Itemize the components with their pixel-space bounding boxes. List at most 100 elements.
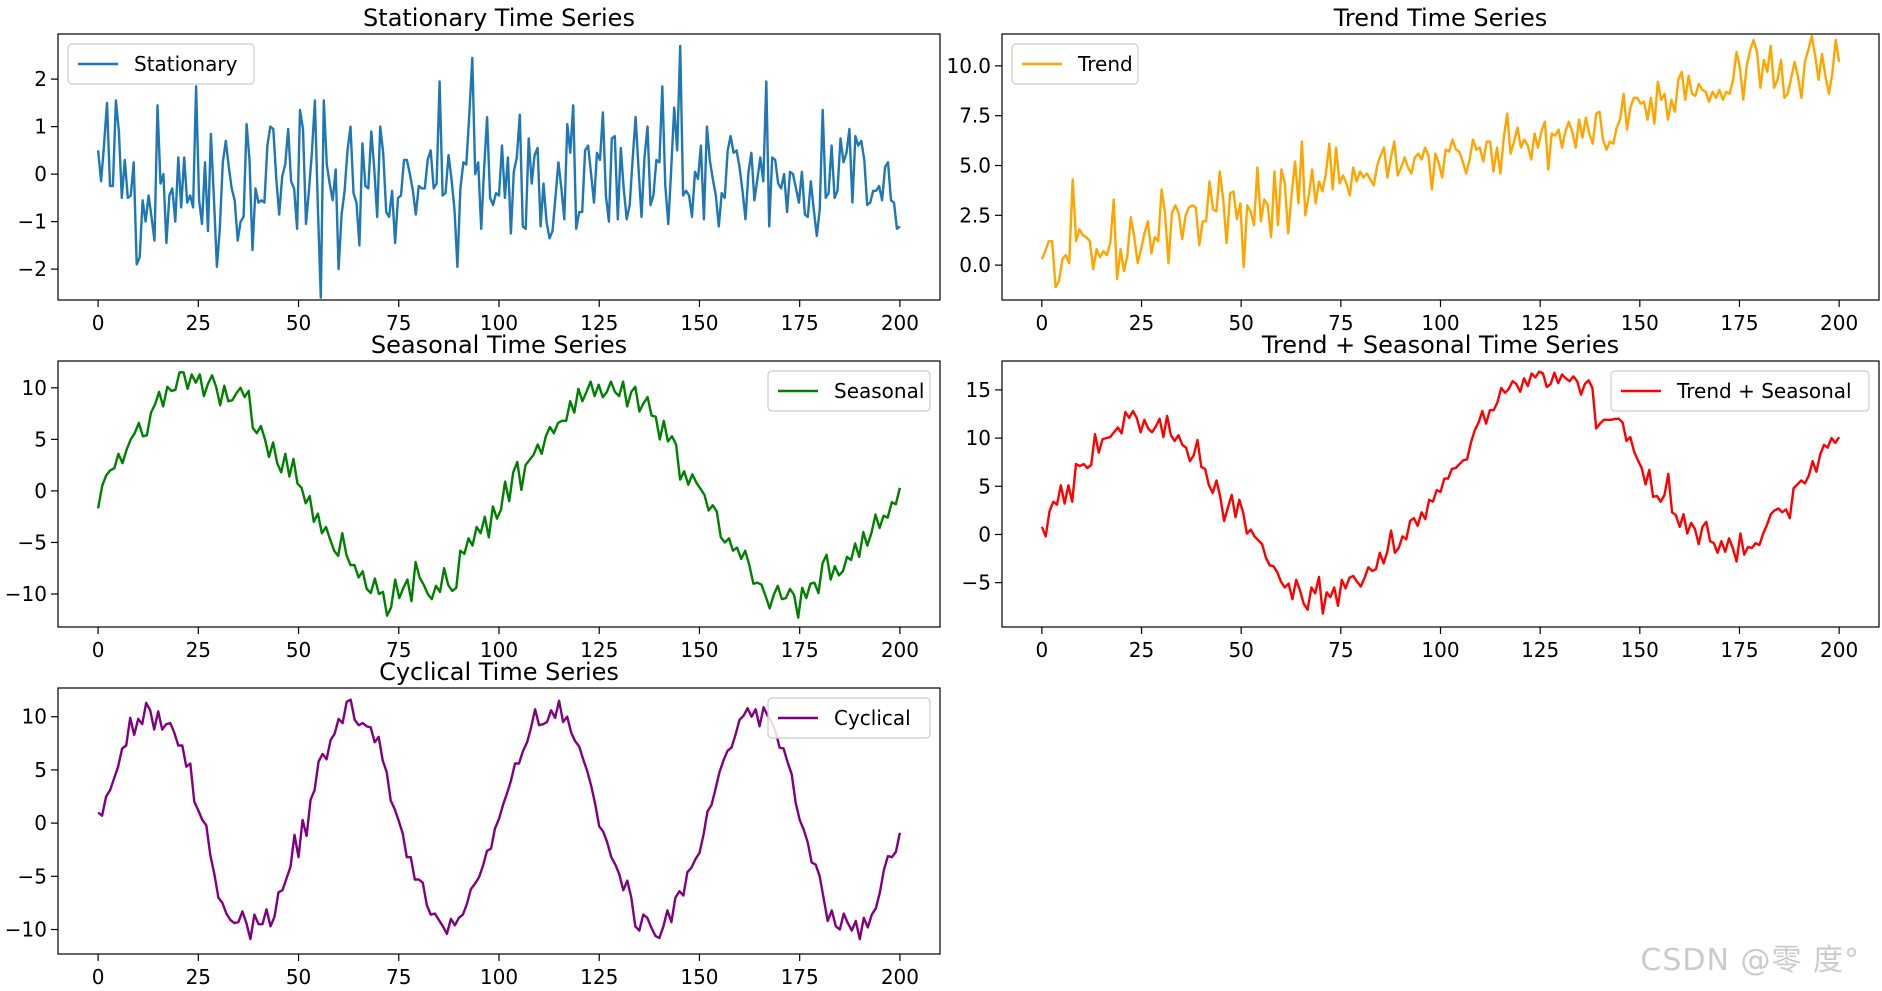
y-tick-label: 15 (966, 378, 991, 402)
x-tick-label: 75 (1328, 638, 1353, 662)
x-tick-label: 100 (1421, 638, 1459, 662)
x-tick-label: 150 (1621, 638, 1659, 662)
x-tick-label: 125 (580, 638, 618, 662)
y-tick-label: −5 (18, 864, 47, 888)
y-tick-label: 5 (34, 427, 47, 451)
subplot-1: 0 25 50 75 100 125 150 175 200 −2 −1 0 1 2 Stationary … (18, 4, 941, 335)
x-tick-label: 100 (480, 311, 518, 335)
x-tick-label: 50 (286, 311, 311, 335)
x-tick-label: 100 (480, 638, 518, 662)
x-tick-label: 75 (386, 311, 411, 335)
x-tick-label: 200 (881, 965, 919, 989)
x-tick-label: 150 (1621, 311, 1659, 335)
y-tick-label: 7.5 (959, 104, 991, 128)
y-tick-label: 5.0 (959, 154, 991, 178)
x-tick-label: 50 (286, 965, 311, 989)
legend-box (767, 370, 931, 412)
x-tick-label: 100 (480, 965, 518, 989)
x-tick-label: 25 (186, 311, 211, 335)
x-tick-label: 25 (1129, 638, 1154, 662)
x-tick-label: 150 (680, 638, 718, 662)
y-tick-label: 1 (34, 115, 47, 139)
series-line (97, 698, 902, 941)
y-tick-label: −5 (18, 530, 47, 554)
x-tick-label: 25 (1129, 311, 1154, 335)
chart-title: Cyclical Time Series (379, 658, 619, 686)
x-tick-label: 0 (1035, 311, 1048, 335)
x-tick-label: 75 (386, 638, 411, 662)
x-tick-label: 50 (1228, 638, 1253, 662)
x-tick-label: 50 (286, 638, 311, 662)
x-tick-label: 150 (680, 965, 718, 989)
x-tick-label: 100 (1421, 311, 1459, 335)
x-tick-label: 200 (881, 311, 919, 335)
legend-label: Trend (1077, 52, 1133, 76)
legend-box (767, 697, 931, 739)
x-tick-label: 0 (92, 311, 105, 335)
x-tick-label: 75 (386, 965, 411, 989)
x-tick-label: 200 (1820, 311, 1858, 335)
x-tick-label: 125 (580, 311, 618, 335)
x-tick-label: 175 (1720, 311, 1758, 335)
x-tick-label: 175 (1720, 638, 1758, 662)
y-tick-label: 5 (978, 474, 991, 498)
legend: Cyclical (767, 697, 931, 739)
series-line (1040, 370, 1841, 615)
y-tick-label: −2 (18, 257, 47, 281)
y-tick-label: −1 (18, 210, 47, 234)
y-tick-label: 0.0 (959, 253, 991, 277)
legend: Trend (1011, 43, 1139, 85)
y-tick-label: −10 (5, 918, 47, 942)
chart-title: Seasonal Time Series (371, 331, 627, 359)
y-tick-label: 10 (966, 426, 991, 450)
legend-label: Seasonal (834, 379, 924, 403)
legend-label: Cyclical (834, 706, 911, 730)
y-tick-label: 0 (978, 522, 991, 546)
x-tick-label: 50 (1228, 311, 1253, 335)
legend-box (67, 43, 255, 85)
x-tick-label: 0 (92, 965, 105, 989)
legend: Trend + Seasonal (1610, 370, 1870, 412)
subplot-2: 0 25 50 75 100 125 150 175 200 0.0 2.5 5.0 7.5 10.0 Tr… (946, 4, 1880, 335)
y-tick-label: 10 (22, 705, 47, 729)
x-tick-label: 175 (781, 965, 819, 989)
x-tick-label: 125 (1521, 638, 1559, 662)
x-tick-label: 175 (781, 638, 819, 662)
y-tick-label: 2.5 (959, 203, 991, 227)
legend: Seasonal (767, 370, 931, 412)
legend-label: Stationary (134, 52, 238, 76)
series-line (96, 44, 901, 299)
y-tick-label: 0 (34, 162, 47, 186)
x-tick-label: 125 (580, 965, 618, 989)
chart-title: Stationary Time Series (363, 4, 635, 32)
series-line (1040, 34, 1841, 289)
x-tick-label: 0 (92, 638, 105, 662)
x-tick-label: 25 (186, 638, 211, 662)
legend-box (1610, 370, 1870, 412)
x-tick-label: 25 (186, 965, 211, 989)
y-tick-label: −5 (962, 571, 991, 595)
x-tick-label: 200 (881, 638, 919, 662)
y-tick-label: 0 (34, 811, 47, 835)
subplot-4: 0 25 50 75 100 125 150 175 200 −5 0 5 10 15 Trend + Se… (962, 331, 1880, 662)
x-tick-label: 175 (781, 311, 819, 335)
watermark: CSDN @零 度° (1640, 943, 1860, 978)
chart-title: Trend Time Series (1333, 4, 1547, 32)
series-line (96, 371, 902, 619)
legend: Stationary (67, 43, 255, 85)
x-tick-label: 200 (1820, 638, 1858, 662)
x-tick-label: 75 (1328, 311, 1353, 335)
subplot-3: 0 25 50 75 100 125 150 175 200 −10 −5 0 5 10 Seasonal … (5, 331, 941, 662)
y-tick-label: 10 (22, 376, 47, 400)
legend-box (1011, 43, 1139, 85)
y-tick-label: 5 (34, 758, 47, 782)
subplot-5: 0 25 50 75 100 125 150 175 200 −10 −5 0 5 10 Cyclical … (5, 658, 941, 989)
y-tick-label: 10.0 (946, 54, 991, 78)
y-tick-label: 2 (34, 67, 47, 91)
legend-label: Trend + Seasonal (1676, 379, 1852, 403)
y-tick-label: −10 (5, 582, 47, 606)
chart-title: Trend + Seasonal Time Series (1261, 331, 1619, 359)
y-tick-label: 0 (34, 479, 47, 503)
x-tick-label: 0 (1035, 638, 1048, 662)
